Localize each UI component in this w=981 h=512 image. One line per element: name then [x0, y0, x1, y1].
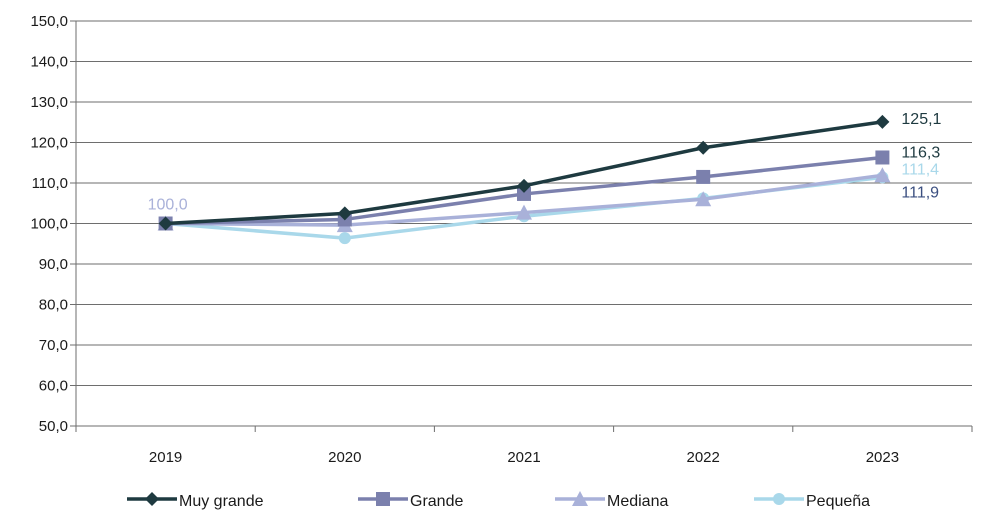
y-tick-label: 70,0 — [39, 337, 68, 354]
data-point — [516, 204, 532, 220]
x-axis: 2019 2020 2021 2022 2023 — [75, 426, 973, 466]
data-point — [158, 216, 173, 231]
y-axis: 50,0 60,0 70,0 80,0 90,0 100,0 110,0 120,0 130,0… — [30, 13, 77, 435]
data-point — [875, 150, 890, 165]
y-tick-label: 60,0 — [39, 378, 68, 395]
legend-item: Pequeña — [754, 493, 870, 510]
legend-marker — [376, 492, 390, 506]
data-label: 111,9 — [901, 184, 939, 201]
x-tick-label: 2020 — [328, 449, 361, 466]
legend-item: Muy grande — [127, 492, 264, 510]
data-point — [517, 186, 531, 201]
legend: Muy grande Grande Mediana Pequeña — [127, 491, 870, 510]
y-tick-label: 80,0 — [39, 297, 68, 314]
y-tick-label: 130,0 — [30, 94, 68, 111]
data-point — [875, 114, 890, 129]
data-label: 100,0 — [148, 197, 188, 214]
data-label: 125,1 — [901, 111, 941, 128]
data-point — [337, 206, 352, 221]
y-tick-label: 150,0 — [30, 13, 68, 30]
legend-marker — [773, 493, 785, 505]
legend-label: Muy grande — [179, 493, 264, 510]
x-tick-label: 2021 — [507, 449, 540, 466]
data-label: 111,4 — [901, 161, 939, 178]
legend-label: Grande — [410, 493, 463, 510]
y-tick-label: 110,0 — [32, 175, 68, 192]
data-label: 116,3 — [901, 144, 940, 161]
legend-label: Pequeña — [806, 493, 870, 510]
data-point — [696, 140, 711, 155]
legend-marker — [145, 492, 159, 506]
legend-item: Mediana — [555, 491, 668, 510]
x-tick-label: 2019 — [149, 449, 182, 466]
data-point — [338, 232, 351, 245]
y-tick-label: 50,0 — [39, 418, 68, 435]
y-tick-label: 140,0 — [30, 54, 68, 71]
data-point — [696, 169, 711, 184]
legend-item: Grande — [358, 492, 463, 510]
data-point — [874, 167, 891, 183]
data-point — [695, 191, 712, 207]
data-point — [517, 178, 531, 193]
series-layer — [157, 114, 891, 245]
y-tick-label: 100,0 — [30, 216, 68, 233]
series-muy-grande — [158, 114, 890, 231]
legend-marker — [572, 491, 588, 506]
y-tick-label: 90,0 — [39, 256, 68, 273]
legend-label: Mediana — [607, 493, 668, 510]
x-tick-label: 2022 — [687, 449, 720, 466]
y-tick-label: 120,0 — [30, 135, 68, 152]
x-tick-label: 2023 — [866, 449, 899, 466]
